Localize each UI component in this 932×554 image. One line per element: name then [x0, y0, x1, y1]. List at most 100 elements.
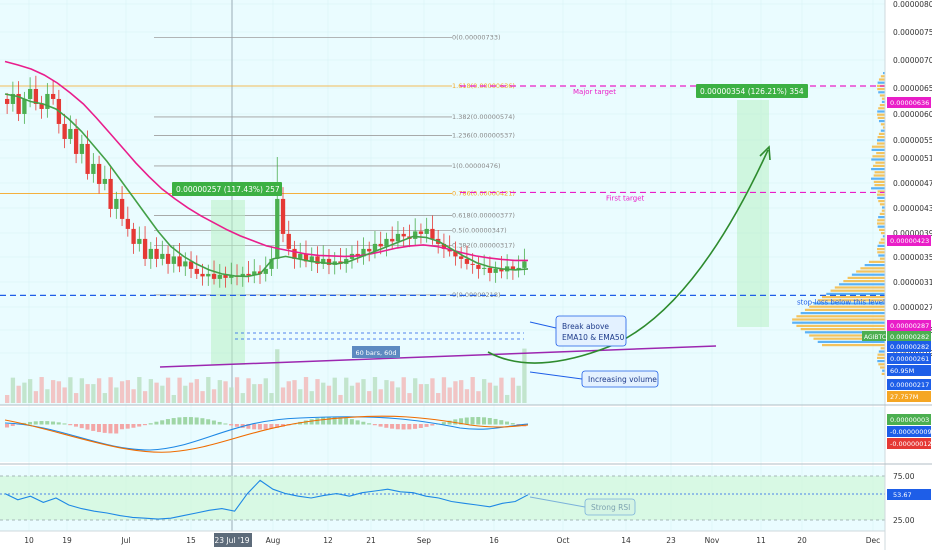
macd-histogram-bar [275, 424, 280, 428]
volume-profile-bar [839, 283, 885, 286]
volume-bar [441, 377, 447, 403]
macd-signal-line [4, 415, 529, 453]
macd-histogram-bar [263, 424, 268, 430]
macd-histogram-bar [165, 419, 170, 425]
macd-histogram-bar [464, 417, 469, 425]
price-badge-text: 0.00000636 [890, 99, 929, 107]
volume-bar [68, 377, 73, 403]
date-tick-label: Nov [705, 536, 720, 545]
volume-bar [62, 387, 67, 403]
macd-badge [887, 414, 931, 425]
rsi-tick-label: 75.00 [893, 472, 915, 481]
macd-histogram-bar [246, 424, 251, 429]
candle-body [114, 198, 119, 209]
macd-histogram-bar [407, 424, 412, 430]
volume-bar [91, 384, 96, 403]
support-trendline [159, 345, 717, 368]
volume-profile-bar [796, 315, 885, 318]
macd-histogram-bar [50, 421, 56, 425]
candle-body [177, 256, 182, 267]
macd-badge [887, 438, 931, 449]
price-badge [887, 365, 931, 376]
callout-text: Break above [562, 322, 609, 331]
macd-histogram-bar [413, 424, 418, 429]
candle-body [510, 266, 516, 270]
macd-histogram-bar [269, 424, 274, 429]
price-badge [887, 379, 931, 390]
volume-bar [125, 380, 131, 403]
candle-body [292, 248, 297, 259]
macd-histogram-bar [510, 423, 515, 425]
macd-histogram-bar [68, 424, 73, 426]
candle-body [45, 93, 50, 109]
macd-histogram-bar [505, 421, 510, 425]
macd-histogram-bar [188, 417, 193, 425]
candle-body [16, 93, 21, 114]
symbol-badge-text: AGIBTC [864, 334, 886, 341]
volume-profile-bar [877, 244, 885, 247]
volume-profile-bar [804, 331, 885, 334]
macd-histogram-bar [361, 421, 366, 425]
measure-box [696, 84, 808, 98]
date-tick-label: Aug [266, 536, 281, 545]
volume-bar [292, 380, 297, 403]
volume-profile-bar [809, 334, 885, 337]
callout-pointer [529, 321, 557, 329]
date-tick-label: 16 [489, 536, 499, 545]
candle-body [470, 263, 475, 265]
volume-bar [309, 391, 314, 403]
volume-profile-bar [877, 353, 885, 356]
volume-bar [160, 385, 165, 403]
volume-bar [522, 348, 527, 403]
volume-bar [5, 395, 10, 403]
volume-profile-bar [804, 308, 885, 311]
candle-body [119, 198, 125, 219]
volume-profile-bar [878, 200, 885, 203]
volume-bar [223, 381, 228, 403]
volume-bar [27, 379, 33, 403]
volume-profile-bar [876, 152, 885, 155]
volume-profile-bar [813, 302, 885, 305]
volume-bar [436, 393, 441, 403]
macd-pane-background [0, 407, 885, 462]
candle-body [418, 231, 424, 234]
volume-profile-bar [879, 104, 885, 107]
macd-histogram-bar [96, 424, 101, 433]
volume-profile-bar [877, 81, 885, 84]
macd-histogram-bar [39, 421, 44, 425]
volume-profile-bar [871, 187, 885, 190]
date-tick-label: 21 [366, 536, 376, 545]
candle-body [286, 233, 291, 249]
volume-profile-bar [817, 340, 885, 343]
volume-bar [10, 377, 16, 403]
candle-body [269, 258, 274, 269]
macd-histogram-bar [430, 424, 435, 426]
volume-bar [252, 384, 257, 403]
volume-profile-bar [880, 232, 885, 235]
candle-body [257, 271, 263, 274]
candle-body [148, 248, 153, 259]
volume-bar [470, 377, 475, 403]
volume-profile-bar [851, 273, 885, 276]
volume-profile-bar [880, 123, 885, 126]
macd-histogram-bar [326, 417, 331, 425]
volume-bar [390, 381, 395, 403]
volume-bar [39, 377, 44, 403]
volume-bar [257, 384, 263, 403]
volume-bar [401, 377, 406, 403]
volume-profile-bar [834, 286, 885, 289]
volume-bar [171, 394, 176, 403]
rsi-line [4, 479, 529, 520]
macd-histogram-bar [148, 423, 153, 425]
volume-bar [246, 378, 251, 403]
volume-bar [355, 382, 360, 403]
macd-badge-text: 0.00000003 [890, 416, 929, 424]
volume-bar [424, 384, 429, 403]
price-tick-label: 0.00000270 [893, 303, 932, 312]
volume-profile-bar [882, 369, 885, 372]
rsi-badge-text: 53.67 [893, 491, 912, 499]
